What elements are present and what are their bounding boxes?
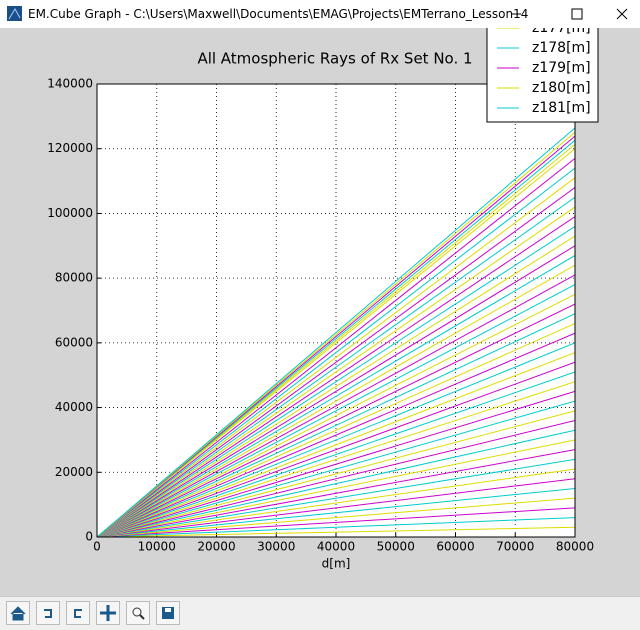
ray-line [97,478,575,537]
home-button[interactable] [6,601,30,625]
x-tick-label: 0 [93,540,101,554]
y-tick-label: 20000 [55,465,93,479]
ray-line [97,400,575,537]
ray-line [97,274,575,537]
ray-line [97,255,575,537]
ray-line [97,410,575,537]
legend-box [486,28,599,123]
ray-line [97,216,575,537]
ray-line [97,439,575,537]
x-tick-label: 80000 [556,540,594,554]
legend-label: z179[m] [532,60,591,76]
save-button[interactable] [156,601,180,625]
ray-line [97,131,575,537]
ray-line [97,206,575,537]
close-button[interactable] [616,8,628,20]
x-tick-label: 10000 [138,540,176,554]
ray-line [97,468,575,537]
chart-title: All Atmospheric Rays of Rx Set No. 1 [197,50,472,68]
ray-line [97,429,575,537]
ray-line [97,196,575,537]
zoom-button[interactable] [126,601,150,625]
ray-line [97,139,575,537]
app-icon-glyph [8,8,21,20]
ray-line [97,420,575,537]
ray-line [97,177,575,537]
ray-line [97,313,575,537]
ray-line [97,303,575,537]
ray-line [97,187,575,537]
x-tick-label: 30000 [257,540,295,554]
legend-label: z180[m] [532,80,591,96]
ray-line [97,245,575,537]
ray-line [97,167,575,537]
ray-line [97,332,575,537]
ray-line [97,158,575,537]
ray-line [97,293,575,537]
maximize-button[interactable] [571,8,583,20]
forward-button[interactable] [66,601,90,625]
x-tick-label: 40000 [317,540,355,554]
x-tick-label: 50000 [377,540,415,554]
ray-line [97,487,575,537]
y-tick-label: 140000 [47,77,93,91]
legend-label: z177[m] [532,28,591,36]
back-button[interactable] [36,601,60,625]
ray-line [97,497,575,537]
x-tick-label: 60000 [436,540,474,554]
ray-line [97,322,575,537]
title-icons [7,6,628,21]
app-icon [7,6,22,21]
y-tick-label: 40000 [55,400,93,414]
y-tick-label: 80000 [55,271,93,285]
ray-line [97,458,575,537]
window-title: EM.Cube Graph - C:\Users\Maxwell\Documen… [28,7,529,21]
x-tick-label: 20000 [197,540,235,554]
legend-label: z178[m] [532,40,591,56]
toolbar [0,596,640,630]
x-axis-label: d[m] [322,557,351,571]
title-bar: EM.Cube Graph - C:\Users\Maxwell\Documen… [0,0,640,28]
ray-line [97,144,575,537]
legend-label: z181[m] [532,100,591,116]
ray-line [97,361,575,537]
ray-line [97,342,575,537]
ray-line [97,284,575,537]
ray-line [97,526,575,537]
ray-line [97,517,575,537]
figure: All Atmospheric Rays of Rx Set No. 1 d[m]… [47,28,599,571]
plot-frame [96,83,576,538]
y-tick-label: 120000 [47,141,93,155]
ray-line [97,225,575,537]
ray-line [97,507,575,537]
ray-line [97,235,575,537]
ray-line [97,449,575,537]
ray-line [97,352,575,537]
y-tick-label: 100000 [47,206,93,220]
y-tick-label: 60000 [55,335,93,349]
ray-line [97,390,575,537]
y-tick-label: 0 [85,530,93,544]
x-tick-label: 70000 [496,540,534,554]
ray-line [97,381,575,537]
ray-line [97,127,575,537]
ray-line [97,371,575,537]
pan-button[interactable] [96,601,120,625]
ray-line [97,148,575,537]
ray-line [97,264,575,537]
